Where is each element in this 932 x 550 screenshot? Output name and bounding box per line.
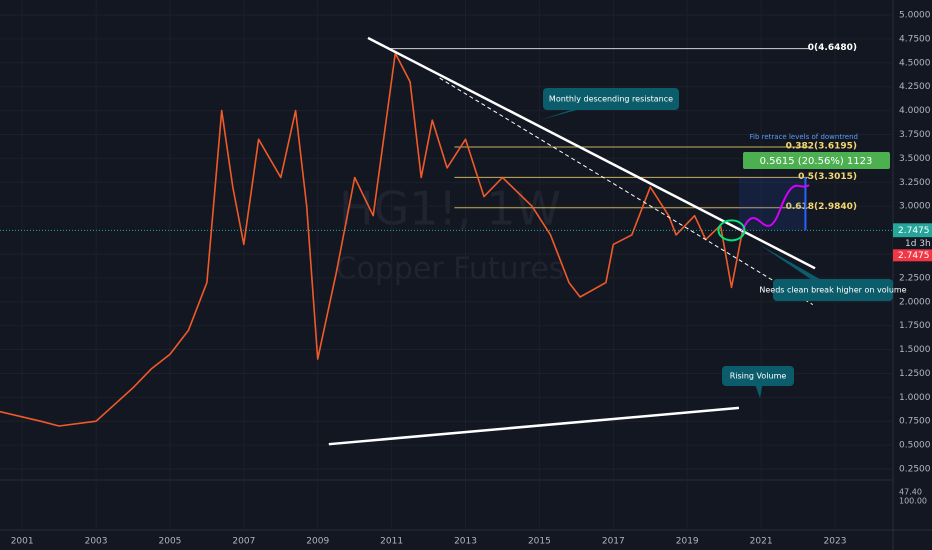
close-price-box bbox=[893, 249, 932, 262]
x-tick-label: 2009 bbox=[306, 537, 329, 547]
x-tick-label: 2015 bbox=[528, 537, 551, 547]
y-tick-label: 3.5000 bbox=[899, 154, 931, 164]
y-tick-label: 0.5000 bbox=[899, 441, 931, 451]
indicator-label: 100.00 bbox=[899, 497, 927, 506]
y-tick-label: 4.0000 bbox=[899, 106, 931, 116]
x-tick-label: 2005 bbox=[159, 537, 182, 547]
x-tick-label: 2019 bbox=[676, 537, 699, 547]
y-tick-label: 3.0000 bbox=[899, 202, 931, 212]
y-tick-label: 0.2500 bbox=[899, 465, 931, 475]
countdown-box bbox=[893, 237, 932, 250]
fib-label: 0(4.6480) bbox=[808, 43, 857, 53]
x-tick-label: 2003 bbox=[85, 537, 108, 547]
x-tick-label: 2013 bbox=[454, 537, 477, 547]
measure-label: 0.5615 (20.56%) 1123 bbox=[760, 156, 873, 167]
watermark-subtitle: Copper Futures bbox=[336, 252, 565, 287]
x-tick-label: 2017 bbox=[602, 537, 625, 547]
price-line bbox=[0, 52, 744, 427]
callout-box bbox=[543, 88, 679, 110]
trendline bbox=[367, 36, 816, 270]
callout-text: Rising Volume bbox=[730, 372, 787, 381]
x-tick-label: 2007 bbox=[232, 537, 255, 547]
x-tick-label: 2023 bbox=[824, 537, 847, 547]
callout-text: Needs clean break higher on volume bbox=[759, 286, 906, 295]
x-tick-label: 2021 bbox=[750, 537, 773, 547]
y-tick-label: 1.7500 bbox=[899, 321, 931, 331]
y-tick-label: 2.0000 bbox=[899, 297, 931, 307]
y-tick-label: 2.2500 bbox=[899, 273, 931, 283]
countdown-label: 1d 3h bbox=[905, 239, 931, 249]
fib-label: 0.618(2.9840) bbox=[786, 202, 857, 212]
y-tick-label: 1.5000 bbox=[899, 345, 931, 355]
last-price-label: 2.7475 bbox=[898, 226, 930, 236]
close-price-label: 2.7475 bbox=[898, 251, 930, 261]
y-tick-label: 1.0000 bbox=[899, 393, 931, 403]
y-tick-label: 4.7500 bbox=[899, 34, 931, 44]
last-price-box bbox=[893, 223, 932, 238]
y-tick-label: 3.2500 bbox=[899, 178, 931, 188]
x-tick-label: 2001 bbox=[11, 537, 34, 547]
highlight-ring bbox=[717, 219, 746, 242]
callout-tail bbox=[760, 245, 839, 290]
measure-label-box bbox=[743, 152, 890, 169]
trendline bbox=[328, 406, 740, 446]
projection bbox=[741, 184, 810, 231]
fib-label: 0.382(3.6195) bbox=[786, 141, 857, 151]
indicator-label: 47.40 bbox=[899, 488, 922, 497]
fib-label: 0.5(3.3015) bbox=[798, 172, 857, 182]
y-tick-label: 4.5000 bbox=[899, 58, 931, 68]
y-tick-label: 1.2500 bbox=[899, 369, 931, 379]
watermark: HG1!, 1W bbox=[339, 182, 561, 236]
callout-box bbox=[722, 366, 794, 386]
callout-box bbox=[773, 279, 893, 301]
x-tick-label: 2011 bbox=[380, 537, 403, 547]
fib-title: Fib retrace levels of downtrend bbox=[750, 133, 859, 141]
callout-text: Monthly descending resistance bbox=[549, 95, 673, 104]
y-tick-label: 0.7500 bbox=[899, 417, 931, 427]
y-tick-label: 3.7500 bbox=[899, 130, 931, 140]
trendline bbox=[439, 77, 814, 306]
y-tick-label: 5.0000 bbox=[899, 11, 931, 21]
y-tick-label: 4.2500 bbox=[899, 82, 931, 92]
